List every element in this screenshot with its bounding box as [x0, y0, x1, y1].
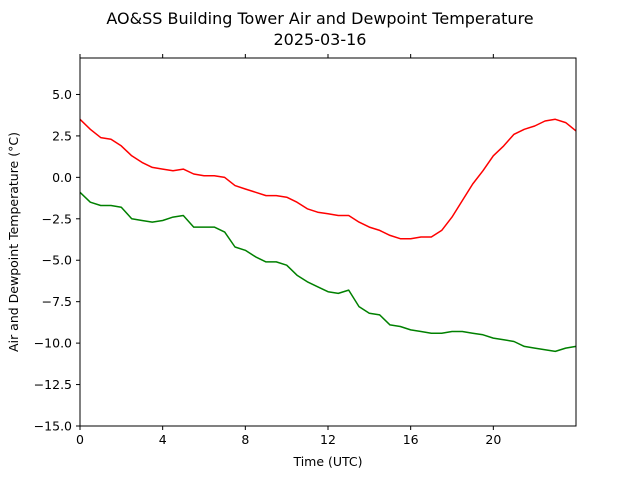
x-axis-label: Time (UTC) — [292, 454, 362, 469]
y-tick-label: −15.0 — [34, 419, 72, 434]
series-line-1 — [79, 118, 577, 240]
y-tick-label: −2.5 — [42, 211, 72, 226]
plot-frame — [79, 57, 577, 427]
y-tick-label: −10.0 — [34, 336, 72, 351]
x-axis: 0 4 8 12 16 20 — [76, 54, 501, 447]
y-tick-label: 5.0 — [52, 87, 72, 102]
y-tick-label: −12.5 — [34, 377, 72, 392]
chart-title: AO&SS Building Tower Air and Dewpoint Te… — [106, 9, 533, 28]
y-tick-label: 0.0 — [52, 170, 72, 185]
series-line-2 — [79, 191, 577, 353]
x-tick-label: 20 — [485, 432, 501, 447]
y-axis: −15.0 −12.5 −10.0 −7.5 −5.0 −2.5 0.0 2.5 5.0 — [34, 87, 80, 434]
series-lines — [79, 118, 577, 353]
chart-subtitle: 2025-03-16 — [274, 30, 367, 49]
x-tick-label: 4 — [159, 432, 167, 447]
x-tick-label: 16 — [403, 432, 419, 447]
y-tick-label: −7.5 — [42, 294, 72, 309]
y-axis-label: Air and Dewpoint Temperature (°C) — [6, 132, 21, 352]
y-tick-label: −5.0 — [42, 253, 72, 268]
x-tick-label: 12 — [320, 432, 336, 447]
x-tick-label: 8 — [241, 432, 249, 447]
x-tick-label: 0 — [76, 432, 84, 447]
y-tick-label: 2.5 — [52, 128, 72, 143]
